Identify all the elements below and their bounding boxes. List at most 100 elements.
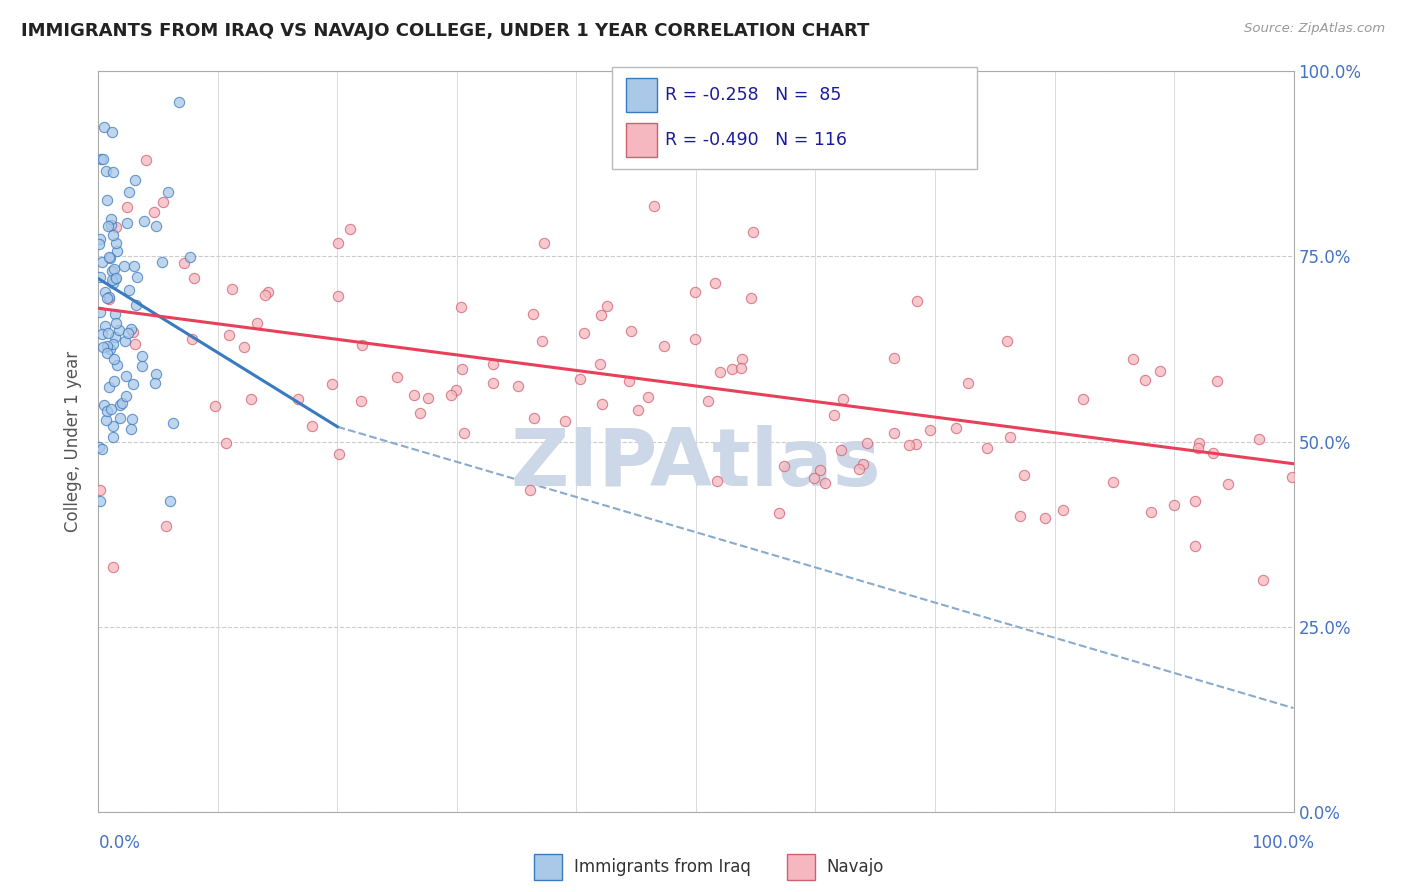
Point <box>416 391 439 405</box>
Point <box>451 362 474 376</box>
Point <box>105 220 128 235</box>
Point <box>1139 505 1161 519</box>
Point <box>287 392 309 406</box>
Point <box>246 316 269 330</box>
Point <box>101 164 124 178</box>
Point <box>121 411 143 425</box>
Point <box>131 349 153 363</box>
Point <box>256 285 278 299</box>
Text: 100.0%: 100.0% <box>1251 834 1315 852</box>
Point <box>945 421 967 435</box>
Point <box>1216 476 1239 491</box>
Point <box>115 216 138 230</box>
Point <box>105 244 128 258</box>
Point <box>125 298 148 312</box>
Point <box>531 334 554 348</box>
Point <box>110 398 132 412</box>
Point <box>100 125 122 139</box>
Point <box>101 263 124 277</box>
Point <box>143 376 166 390</box>
Point <box>98 290 121 304</box>
Point <box>135 153 157 168</box>
Point <box>883 425 905 440</box>
Text: Immigrants from Iraq: Immigrants from Iraq <box>574 858 751 876</box>
Point <box>101 559 124 574</box>
Point <box>232 340 254 354</box>
Point <box>98 343 121 357</box>
Point <box>253 288 276 302</box>
Point <box>115 200 138 214</box>
Point <box>145 219 167 234</box>
Text: R = -0.490   N = 116: R = -0.490 N = 116 <box>665 131 846 149</box>
Point <box>721 362 744 376</box>
Point <box>637 390 659 404</box>
Point <box>162 416 184 430</box>
Point <box>685 285 707 299</box>
Y-axis label: College, Under 1 year: College, Under 1 year <box>65 351 83 533</box>
Point <box>167 95 190 109</box>
Point <box>617 374 640 388</box>
Point <box>1163 498 1185 512</box>
Point <box>97 326 120 341</box>
Point <box>326 236 349 251</box>
Point <box>107 322 129 336</box>
Point <box>1247 433 1270 447</box>
Point <box>100 212 122 227</box>
Point <box>90 152 112 166</box>
Point <box>218 327 240 342</box>
Point <box>1122 351 1144 366</box>
Point <box>90 327 112 342</box>
Point <box>1206 374 1229 388</box>
Point <box>89 269 111 284</box>
Point <box>87 441 110 455</box>
Point <box>101 276 124 290</box>
Point <box>100 273 122 287</box>
Point <box>98 292 121 306</box>
Point <box>1014 467 1036 482</box>
Point <box>103 272 125 286</box>
Point <box>96 193 118 207</box>
Point <box>339 222 361 236</box>
Point <box>814 476 837 491</box>
Point <box>523 411 546 425</box>
Point <box>731 352 754 367</box>
Point <box>98 251 121 265</box>
Point <box>589 308 612 322</box>
Point <box>328 447 350 461</box>
Point <box>239 392 262 406</box>
Point <box>221 282 243 296</box>
Point <box>904 437 927 451</box>
Point <box>627 403 650 417</box>
Point <box>1201 446 1223 460</box>
Point <box>122 325 145 339</box>
Point <box>385 370 408 384</box>
Point <box>440 388 463 402</box>
Point <box>482 357 505 371</box>
Point <box>155 519 177 533</box>
Text: ZIPAtlas: ZIPAtlas <box>510 425 882 503</box>
Point <box>883 351 905 365</box>
Point <box>709 365 731 379</box>
Point <box>124 337 146 351</box>
Point <box>97 219 120 234</box>
Point <box>1033 511 1056 525</box>
Text: IMMIGRANTS FROM IRAQ VS NAVAJO COLLEGE, UNDER 1 YEAR CORRELATION CHART: IMMIGRANTS FROM IRAQ VS NAVAJO COLLEGE, … <box>21 22 869 40</box>
Point <box>105 316 128 330</box>
Point <box>1184 494 1206 508</box>
Point <box>87 236 110 251</box>
Point <box>956 376 979 391</box>
Point <box>145 368 167 382</box>
Point <box>808 463 831 477</box>
Point <box>696 393 718 408</box>
Point <box>519 483 541 498</box>
Point <box>122 377 145 392</box>
Point <box>998 430 1021 444</box>
Text: 0.0%: 0.0% <box>98 834 141 852</box>
Point <box>589 357 612 371</box>
Point <box>89 305 111 319</box>
Point <box>321 377 343 392</box>
Point <box>107 358 129 372</box>
Point <box>131 359 153 374</box>
Point <box>848 461 870 475</box>
Point <box>104 330 127 344</box>
